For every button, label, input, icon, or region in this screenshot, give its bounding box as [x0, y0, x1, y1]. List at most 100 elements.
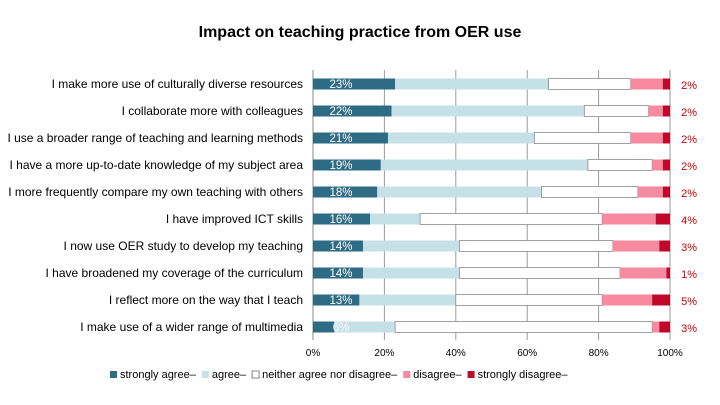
legend-swatch — [467, 371, 475, 378]
bar-segment — [377, 186, 542, 198]
bar-segment — [662, 105, 670, 117]
bar-segment — [313, 105, 392, 117]
legend-label: agree– — [212, 369, 247, 381]
bar-segment — [662, 186, 670, 198]
legend-label: neither agree nor disagree– — [262, 369, 398, 381]
category-label: I reflect more on the way that I teach — [109, 293, 303, 307]
bar-segment — [370, 213, 421, 225]
data-label: 14% — [329, 268, 352, 280]
bar-segment — [583, 105, 649, 117]
bar-segment — [313, 240, 363, 252]
data-label: 21% — [329, 133, 352, 145]
bar-segment — [395, 78, 549, 90]
legend-label: strongly disagree– — [478, 369, 569, 381]
category-label: I collaborate more with colleagues — [122, 104, 303, 118]
bar-segment — [313, 267, 363, 279]
x-tick-labels: 0% 20% 40% 60% 80% 100% — [306, 348, 683, 359]
x-tick-label: 20% — [374, 348, 394, 359]
bar-segment — [394, 321, 653, 333]
x-tick-label: 80% — [589, 348, 609, 359]
bar-segment — [548, 78, 632, 90]
bar-segment — [387, 132, 535, 144]
bar-segment — [655, 213, 670, 225]
legend-swatch — [201, 371, 209, 378]
category-label: I have broadened my coverage of the curr… — [46, 266, 303, 280]
x-tick-label: 0% — [306, 348, 321, 359]
bar-segment — [313, 294, 360, 306]
data-label: 1% — [681, 269, 697, 281]
category-label: I more frequently compare my own teachin… — [8, 185, 303, 199]
bar-segment — [652, 159, 663, 171]
category-label: I have a more up-to-date knowledge of my… — [10, 158, 304, 172]
bar-segment — [313, 132, 388, 144]
bar-segment — [458, 267, 621, 279]
bar-segment — [455, 294, 603, 306]
bar-segment — [662, 159, 670, 171]
data-label: 3% — [681, 323, 697, 335]
bar-segment — [652, 294, 670, 306]
bar-segment — [662, 78, 670, 90]
bar-segment — [630, 132, 663, 144]
bar-segment — [313, 78, 396, 90]
data-label: 3% — [681, 242, 697, 254]
bar-segment — [541, 186, 639, 198]
bar-segment — [419, 213, 603, 225]
bar-segment — [362, 240, 460, 252]
bar-segment — [648, 105, 663, 117]
bar-segment — [630, 78, 663, 90]
bars-group: 23% 2% 22% 2% 21% 2% 19% 2% 18% 2% 16% 4% 14% 3% 14% 1%… — [313, 78, 697, 335]
data-label: 2% — [681, 134, 697, 146]
category-label: I use a broader range of teaching and le… — [7, 131, 303, 145]
category-labels: I make more use of culturally diverse re… — [7, 77, 303, 334]
chart-title: Impact on teaching practice from OER use — [199, 24, 522, 41]
bar-segment — [659, 240, 670, 252]
bar-segment — [533, 132, 632, 144]
legend-swatch — [251, 370, 260, 379]
bar-segment — [313, 159, 381, 171]
data-label: 13% — [329, 295, 352, 307]
legend: strongly agree– agree– neither agree nor d… — [110, 369, 568, 381]
bar-segment — [652, 321, 660, 333]
data-label: 16% — [329, 214, 352, 226]
data-label: 6% — [333, 322, 350, 334]
bar-segment — [666, 267, 670, 279]
bar-segment — [587, 159, 653, 171]
data-label: 19% — [329, 160, 352, 172]
bar-segment — [662, 132, 670, 144]
category-label: I have improved ICT skills — [166, 212, 303, 226]
category-label: I now use OER study to develop my teachi… — [64, 239, 303, 253]
bar-segment — [659, 321, 670, 333]
bar-segment — [620, 267, 667, 279]
legend-label: strongly agree– — [120, 369, 197, 381]
bar-segment — [359, 294, 456, 306]
bar-segment — [362, 267, 460, 279]
data-label: 22% — [329, 106, 352, 118]
bar-segment — [602, 294, 653, 306]
bar-segment — [612, 240, 660, 252]
category-label: I make more use of culturally diverse re… — [52, 77, 303, 91]
legend-label: disagree– — [413, 369, 462, 381]
bar-segment — [313, 186, 378, 198]
data-label: 2% — [681, 161, 697, 173]
bar-segment — [602, 213, 656, 225]
bar-segment — [313, 213, 371, 225]
legend-swatch — [403, 371, 411, 378]
data-label: 2% — [681, 107, 697, 119]
bar-segment — [458, 240, 614, 252]
x-tick-label: 40% — [446, 348, 466, 359]
bar-segment — [637, 186, 663, 198]
bar-segment — [334, 321, 396, 333]
x-tick-label: 100% — [657, 348, 683, 359]
category-label: I make use of a wider range of multimedi… — [80, 320, 303, 334]
x-tick-label: 60% — [517, 348, 537, 359]
bar-segment — [391, 105, 585, 117]
data-label: 2% — [681, 80, 697, 92]
data-label: 14% — [329, 241, 352, 253]
data-label: 5% — [681, 296, 697, 308]
data-label: 2% — [681, 188, 697, 200]
data-label: 4% — [681, 215, 697, 227]
legend-swatch — [110, 371, 117, 378]
data-label: 23% — [329, 79, 352, 91]
bar-segment — [380, 159, 588, 171]
